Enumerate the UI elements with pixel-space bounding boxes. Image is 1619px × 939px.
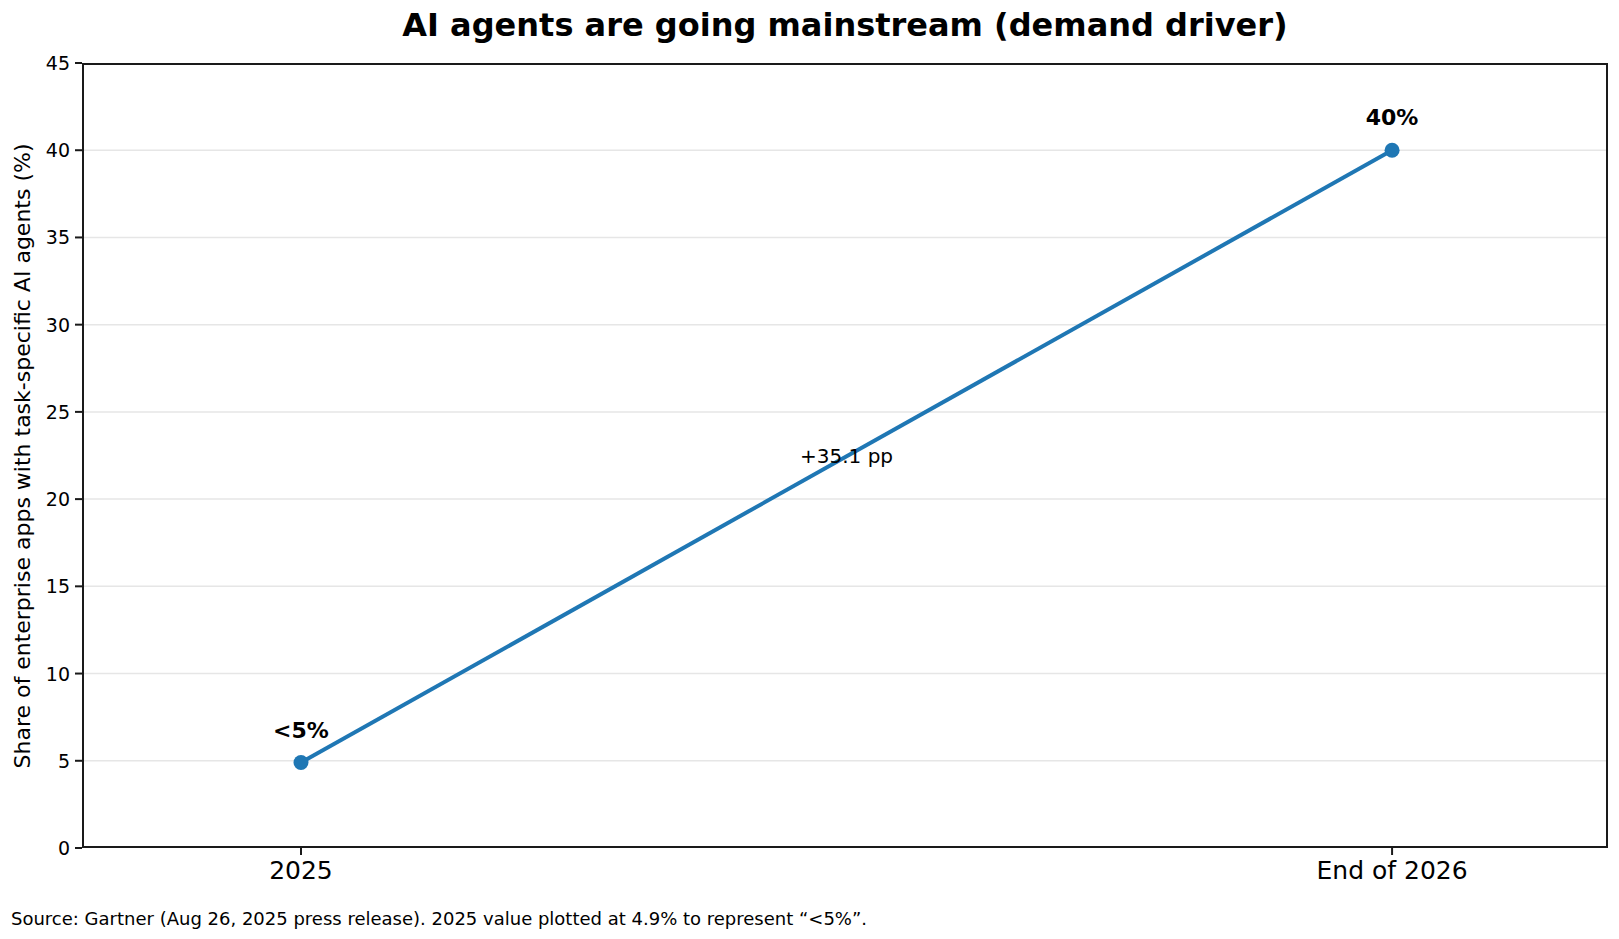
data-point-marker <box>293 755 308 770</box>
y-tick-label: 35 <box>10 224 70 250</box>
y-tick-label: 0 <box>10 835 70 861</box>
y-tick-label: 10 <box>10 661 70 687</box>
y-axis-label: Share of enterprise apps with task-speci… <box>9 64 37 849</box>
y-tick-label: 30 <box>10 312 70 338</box>
x-tick-label: 2025 <box>171 856 431 886</box>
y-tick-label: 40 <box>10 137 70 163</box>
y-tick-label: 45 <box>10 50 70 76</box>
data-point-label: 40% <box>1292 104 1492 132</box>
data-point-label: <5% <box>201 717 401 745</box>
y-tick-label: 25 <box>10 399 70 425</box>
y-tick-label: 20 <box>10 486 70 512</box>
annotation-midpoint: +35.1 pp <box>697 443 997 469</box>
y-tick-label: 15 <box>10 573 70 599</box>
data-point-marker <box>1385 143 1400 158</box>
x-tick-label: End of 2026 <box>1262 856 1522 886</box>
source-note: Source: Gartner (Aug 26, 2025 press rele… <box>11 907 867 931</box>
y-tick-label: 5 <box>10 748 70 774</box>
chart-title: AI agents are going mainstream (demand d… <box>82 5 1608 45</box>
chart-figure: AI agents are going mainstream (demand d… <box>0 0 1619 939</box>
